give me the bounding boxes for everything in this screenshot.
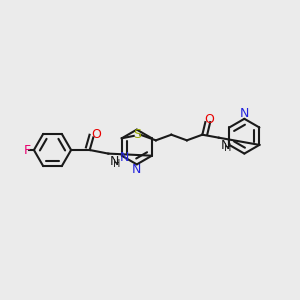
Text: O: O (91, 128, 100, 142)
Text: N: N (120, 151, 129, 164)
Text: N: N (110, 155, 119, 168)
Text: H: H (113, 159, 121, 169)
Text: N: N (132, 163, 142, 176)
Text: S: S (133, 128, 141, 141)
Text: F: F (24, 143, 31, 157)
Text: N: N (220, 139, 230, 152)
Text: O: O (204, 113, 214, 126)
Text: N: N (240, 107, 249, 120)
Text: H: H (224, 143, 231, 153)
